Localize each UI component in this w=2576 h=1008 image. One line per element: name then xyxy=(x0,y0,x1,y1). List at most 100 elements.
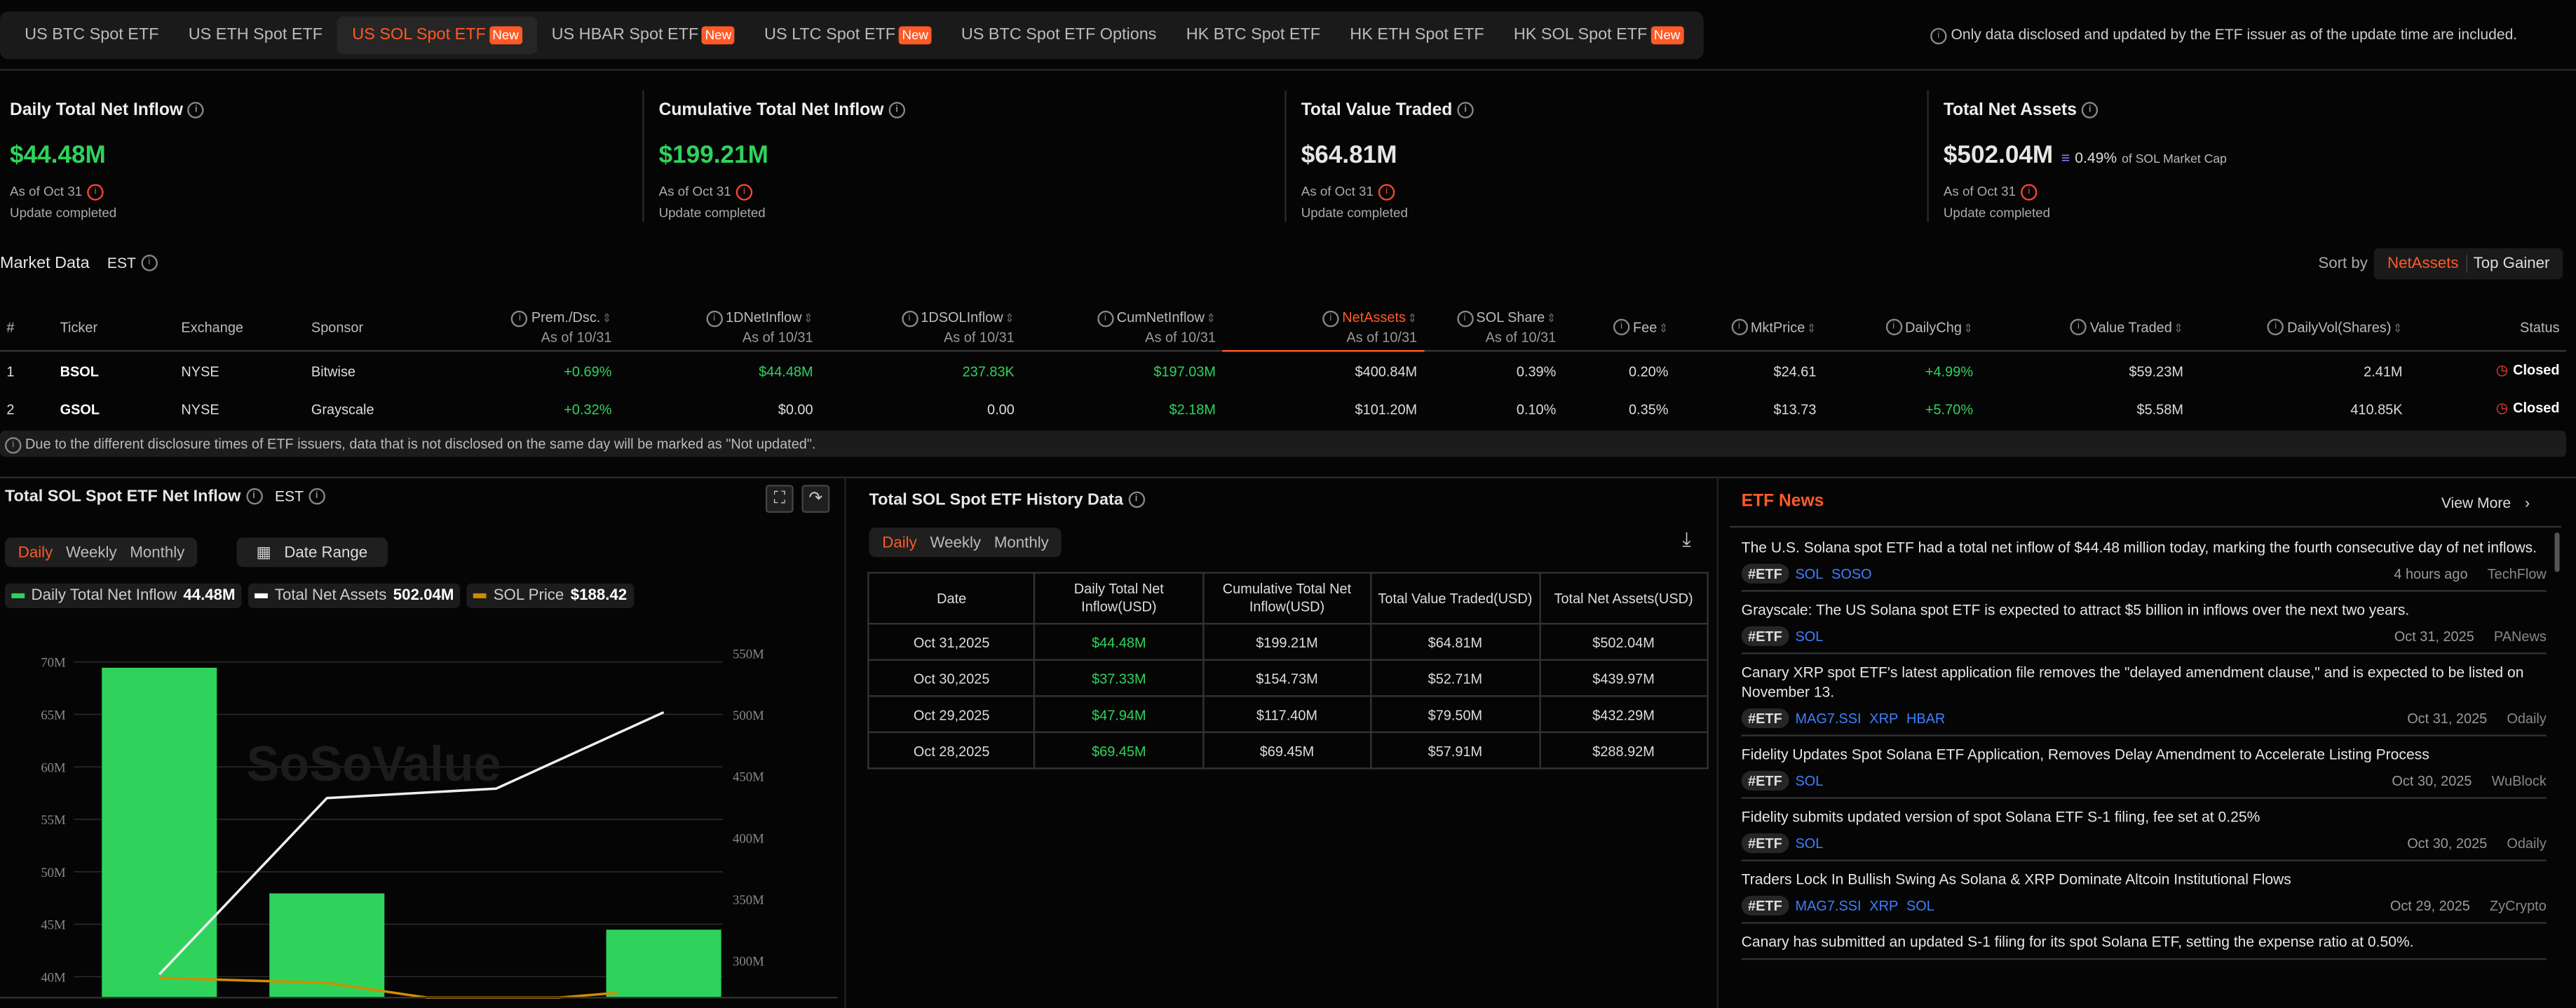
table-row[interactable]: Oct 28,2025 $69.45M $69.45M $57.91M $288.92M xyxy=(867,731,1709,770)
period-tab-weekly[interactable]: Weekly xyxy=(930,533,982,552)
coin-link[interactable]: SOL xyxy=(1795,835,1824,852)
column-header[interactable]: i 1DNetInflow ⇕ As of 10/31 xyxy=(618,305,820,352)
column-header[interactable]: i DailyChg ⇕ xyxy=(1822,305,1980,352)
coin-link[interactable]: XRP xyxy=(1869,897,1899,914)
coin-link[interactable]: SOL xyxy=(1906,897,1934,914)
news-item[interactable]: Canary has submitted an updated S-1 fili… xyxy=(1741,924,2547,960)
legend-item[interactable]: Total Net Assets 502.04M xyxy=(248,583,461,608)
coin-link[interactable]: XRP xyxy=(1869,710,1899,727)
news-item[interactable]: Fidelity submits updated version of spot… xyxy=(1741,799,2547,861)
cell-value: 1 xyxy=(6,362,15,379)
column-header[interactable]: i Value Traded ⇕ xyxy=(1979,305,2190,352)
download-icon[interactable]: ⤓ xyxy=(1682,527,1691,551)
legend-item[interactable]: SOL Price $188.42 xyxy=(467,583,634,608)
coin-link[interactable]: MAG7.SSI xyxy=(1795,897,1862,914)
column-header[interactable]: i Prem./Dsc. ⇕ As of 10/31 xyxy=(479,305,618,352)
period-tab-monthly[interactable]: Monthly xyxy=(130,543,185,562)
news-item[interactable]: Fidelity Updates Spot Solana ETF Applica… xyxy=(1741,737,2547,799)
legend-item[interactable]: Daily Total Net Inflow 44.48M xyxy=(5,583,242,608)
news-tag[interactable]: #ETF xyxy=(1741,626,1789,646)
table-cell: $47.94M xyxy=(1033,695,1204,734)
news-item[interactable]: Canary XRP spot ETF's latest application… xyxy=(1741,654,2547,737)
share-icon[interactable]: ↷ xyxy=(801,485,830,513)
period-tab-weekly[interactable]: Weekly xyxy=(66,543,117,562)
news-item[interactable]: The U.S. Solana spot ETF had a total net… xyxy=(1741,529,2547,592)
news-headline[interactable]: Fidelity Updates Spot Solana ETF Applica… xyxy=(1741,746,2429,763)
etf-tabs: US BTC Spot ETF US ETH Spot ETF US SOL Spo… xyxy=(0,11,1704,60)
scrollbar[interactable] xyxy=(2554,532,2560,572)
news-tag[interactable]: #ETF xyxy=(1741,563,1789,584)
table-cell: $79.50M xyxy=(1370,695,1540,734)
column-sub: As of 10/31 xyxy=(944,328,1015,346)
view-more-link[interactable]: View More › xyxy=(2441,495,2530,511)
table-row[interactable]: Oct 31,2025 $44.48M $199.21M $64.81M $502.04… xyxy=(867,623,1709,661)
left-tick-label: 60M xyxy=(41,760,66,775)
tab-label: US ETH Spot ETF xyxy=(188,26,323,45)
period-tab-daily[interactable]: Daily xyxy=(882,533,917,552)
info-icon: i xyxy=(1322,310,1339,327)
table-row[interactable]: Oct 29,2025 $47.94M $117.40M $79.50M $432.29… xyxy=(867,695,1709,734)
coin-link[interactable]: SOL xyxy=(1795,628,1824,645)
news-headline[interactable]: Canary has submitted an updated S-1 fili… xyxy=(1741,933,2414,950)
news-tag[interactable]: #ETF xyxy=(1741,770,1789,791)
column-label: MktPrice xyxy=(1750,318,1805,335)
table-row[interactable]: 1 BSOL NYSE Bitwise +0.69% $44.48M 237.83K $197… xyxy=(0,351,2566,389)
news-item[interactable]: Grayscale: The US Solana spot ETF is exp… xyxy=(1741,592,2547,654)
news-tag[interactable]: #ETF xyxy=(1741,708,1789,728)
news-headline[interactable]: Fidelity submits updated version of spot… xyxy=(1741,808,2260,826)
sort-option-top-gainer[interactable]: Top Gainer xyxy=(2473,255,2550,273)
news-headline[interactable]: Grayscale: The US Solana spot ETF is exp… xyxy=(1741,601,2410,619)
news-item[interactable]: Traders Lock In Bullish Swing As Solana … xyxy=(1741,861,2547,924)
column-header[interactable]: i Fee ⇕ xyxy=(1562,305,1675,352)
news-list: The U.S. Solana spot ETF had a total net… xyxy=(1741,529,2547,1007)
divider xyxy=(844,476,846,1008)
fullscreen-icon[interactable]: ⛶ xyxy=(765,485,794,513)
table-row[interactable]: Oct 30,2025 $37.33M $154.73M $52.71M $439.97… xyxy=(867,659,1709,697)
divider xyxy=(0,69,2576,71)
tab-hk-btc-spot-etf[interactable]: HK BTC Spot ETF xyxy=(1172,16,1336,54)
tab-us-hbar-spot-etf[interactable]: US HBAR Spot ETF New xyxy=(537,16,750,54)
tab-us-btc-spot-etf-options[interactable]: US BTC Spot ETF Options xyxy=(947,16,1172,54)
tab-us-ltc-spot-etf[interactable]: US LTC Spot ETF New xyxy=(750,16,947,54)
news-source: Odaily xyxy=(2507,835,2547,852)
period-tab-daily[interactable]: Daily xyxy=(18,543,53,562)
coin-link[interactable]: MAG7.SSI xyxy=(1795,710,1862,727)
news-headline[interactable]: Canary XRP spot ETF's latest application… xyxy=(1741,664,2524,701)
cell-value: 0.00 xyxy=(987,400,1015,417)
info-icon: i xyxy=(2081,102,2099,119)
news-tag[interactable]: #ETF xyxy=(1741,895,1789,916)
column-header[interactable]: Exchange xyxy=(175,305,305,352)
tab-us-btc-spot-etf[interactable]: US BTC Spot ETF xyxy=(10,16,174,54)
column-header[interactable]: # xyxy=(0,305,54,352)
table-row[interactable]: 2 GSOL NYSE Grayscale +0.32% $0.00 0.00 $2.18M $… xyxy=(0,389,2566,427)
coin-link[interactable]: SOL xyxy=(1795,565,1824,582)
column-header[interactable]: Status xyxy=(2408,305,2566,352)
sort-option-netassets[interactable]: NetAssets xyxy=(2381,255,2467,273)
tab-us-sol-spot-etf[interactable]: US SOL Spot ETF New xyxy=(337,16,537,55)
column-header[interactable]: Ticker xyxy=(53,305,175,352)
news-tag[interactable]: #ETF xyxy=(1741,833,1789,854)
column-header[interactable]: i SOL Share ⇕ As of 10/31 xyxy=(1423,305,1563,352)
news-time: Oct 30, 2025 xyxy=(2407,835,2488,852)
column-header[interactable]: i NetAssets ⇕ As of 10/31 xyxy=(1222,305,1424,352)
coin-link[interactable]: SOL xyxy=(1795,772,1824,789)
table-cell: $101.20M xyxy=(1222,389,1423,427)
tab-hk-sol-spot-etf[interactable]: HK SOL Spot ETF New xyxy=(1499,16,1698,54)
tab-us-eth-spot-etf[interactable]: US ETH Spot ETF xyxy=(174,16,338,54)
coin-link[interactable]: SOSO xyxy=(1831,565,1872,582)
news-meta: #ETF SOL Oct 30, 2025 WuBlock xyxy=(1741,770,2547,791)
column-header[interactable]: Sponsor xyxy=(304,305,480,352)
news-headline[interactable]: The U.S. Solana spot ETF had a total net… xyxy=(1741,539,2537,556)
column-header[interactable]: i DailyVol(Shares) ⇕ xyxy=(2190,305,2409,352)
coin-link[interactable]: HBAR xyxy=(1906,710,1946,727)
column-header[interactable]: i MktPrice ⇕ xyxy=(1674,305,1823,352)
date-range-button[interactable]: ▦ Date Range xyxy=(236,537,388,567)
period-tab-monthly[interactable]: Monthly xyxy=(994,533,1049,552)
table-cell: $117.40M xyxy=(1202,695,1372,734)
column-header[interactable]: i 1DSOLInflow ⇕ As of 10/31 xyxy=(819,305,1022,352)
table-cell: 0.39% xyxy=(1424,351,1563,389)
column-header[interactable]: i CumNetInflow ⇕ As of 10/31 xyxy=(1021,305,1223,352)
news-headline[interactable]: Traders Lock In Bullish Swing As Solana … xyxy=(1741,871,2291,888)
tab-hk-eth-spot-etf[interactable]: HK ETH Spot ETF xyxy=(1335,16,1499,54)
right-tick-label: 450M xyxy=(733,770,764,785)
